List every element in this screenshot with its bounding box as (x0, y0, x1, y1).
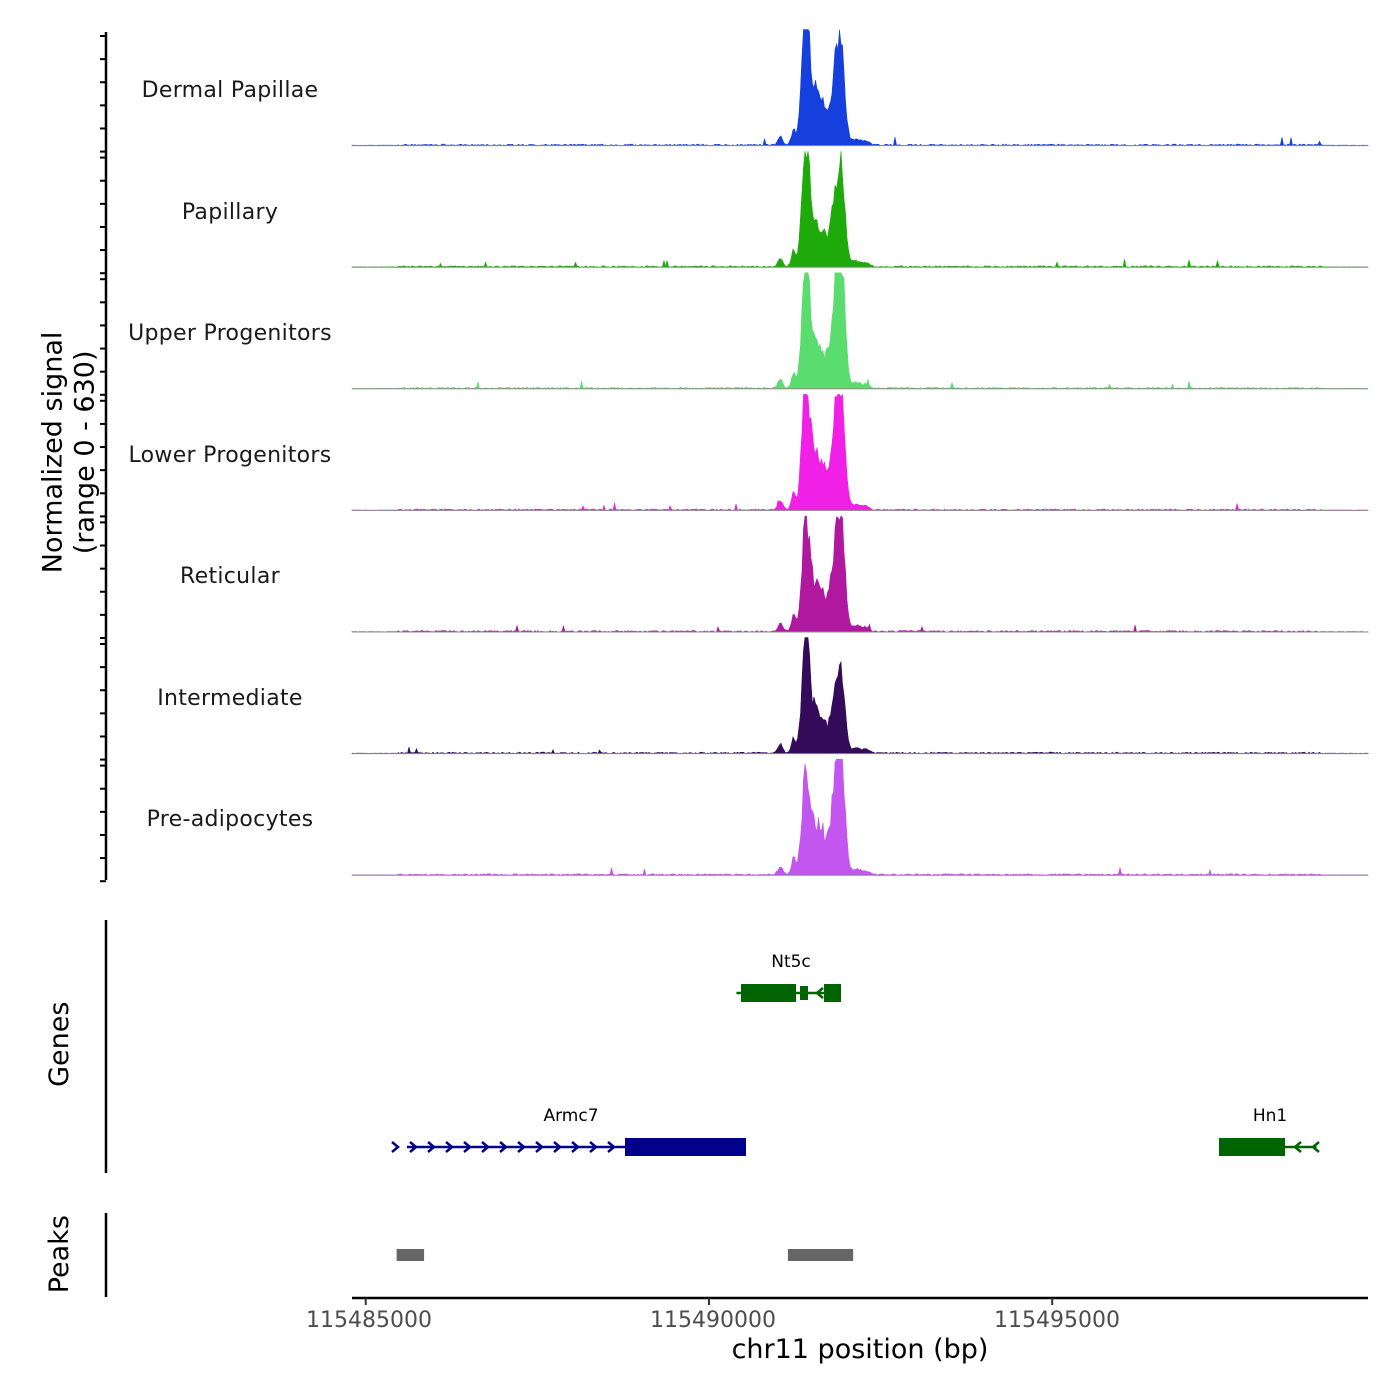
track-label: Lower Progenitors (128, 443, 332, 468)
track-label: Reticular (180, 564, 280, 589)
coverage-area (351, 393, 1369, 511)
peak-regions (396, 1249, 854, 1261)
strand-arrow (607, 1141, 616, 1153)
gene-exon (800, 986, 808, 1000)
strand-arrow (409, 1141, 418, 1153)
gene-exon (741, 984, 796, 1002)
track-label: Dermal Papillae (141, 78, 319, 103)
track-label: Upper Progenitors (128, 321, 332, 346)
x-tick-label: 115495000 (994, 1308, 1120, 1333)
track-label: Papillary (181, 200, 279, 225)
gene-model-hn1 (1219, 1138, 1320, 1156)
track-label: Intermediate (157, 686, 303, 711)
strand-arrow (571, 1141, 580, 1153)
gene-exon (625, 1138, 746, 1156)
strand-arrow (499, 1141, 508, 1153)
coverage-area (351, 151, 1369, 268)
signal-y-axis (100, 32, 108, 883)
track-label: Pre-adipocytes (146, 807, 314, 832)
gene-label-hn1: Hn1 (1252, 1106, 1288, 1126)
coverage-tracks (351, 29, 1369, 876)
gene-models (391, 984, 1320, 1156)
gene-exon (824, 984, 841, 1002)
peak-region (787, 1249, 854, 1261)
peaks-axis-title: Peaks (43, 1215, 75, 1294)
strand-arrow (391, 1141, 400, 1153)
strand-arrow (481, 1141, 490, 1153)
x-tick-label: 115485000 (306, 1308, 432, 1333)
strand-arrow (553, 1141, 562, 1153)
strand-arrow (445, 1141, 454, 1153)
strand-arrow (1311, 1141, 1320, 1153)
coverage-area (351, 272, 1369, 390)
gene-model-armc7 (391, 1138, 746, 1156)
signal-axis-title: Normalized signal (range 0 - 630) (38, 222, 103, 682)
strand-arrow (517, 1141, 526, 1153)
x-tick-label: 115490000 (650, 1308, 776, 1333)
gene-label-armc7: Armc7 (543, 1106, 599, 1126)
peak-region (396, 1249, 425, 1261)
coverage-area (351, 29, 1369, 146)
gene-label-nt5c: Nt5c (771, 952, 811, 972)
strand-arrow (535, 1141, 544, 1153)
strand-arrow (463, 1141, 472, 1153)
strand-arrow (427, 1141, 436, 1153)
gene-model-nt5c (736, 984, 841, 1002)
signal-axis-title-line2: (range 0 - 630) (70, 350, 101, 555)
gene-exon (1219, 1138, 1285, 1156)
strand-arrow (815, 987, 824, 999)
coverage-area (351, 758, 1369, 876)
signal-axis-title-line1: Normalized signal (37, 331, 69, 574)
coverage-area (351, 637, 1369, 754)
strand-arrow (589, 1141, 598, 1153)
x-axis-title: chr11 position (bp) (731, 1334, 989, 1365)
x-axis (352, 1296, 1368, 1305)
genes-axis-title: Genes (43, 1001, 75, 1087)
strand-arrow (1293, 1141, 1302, 1153)
coverage-area (351, 515, 1369, 633)
